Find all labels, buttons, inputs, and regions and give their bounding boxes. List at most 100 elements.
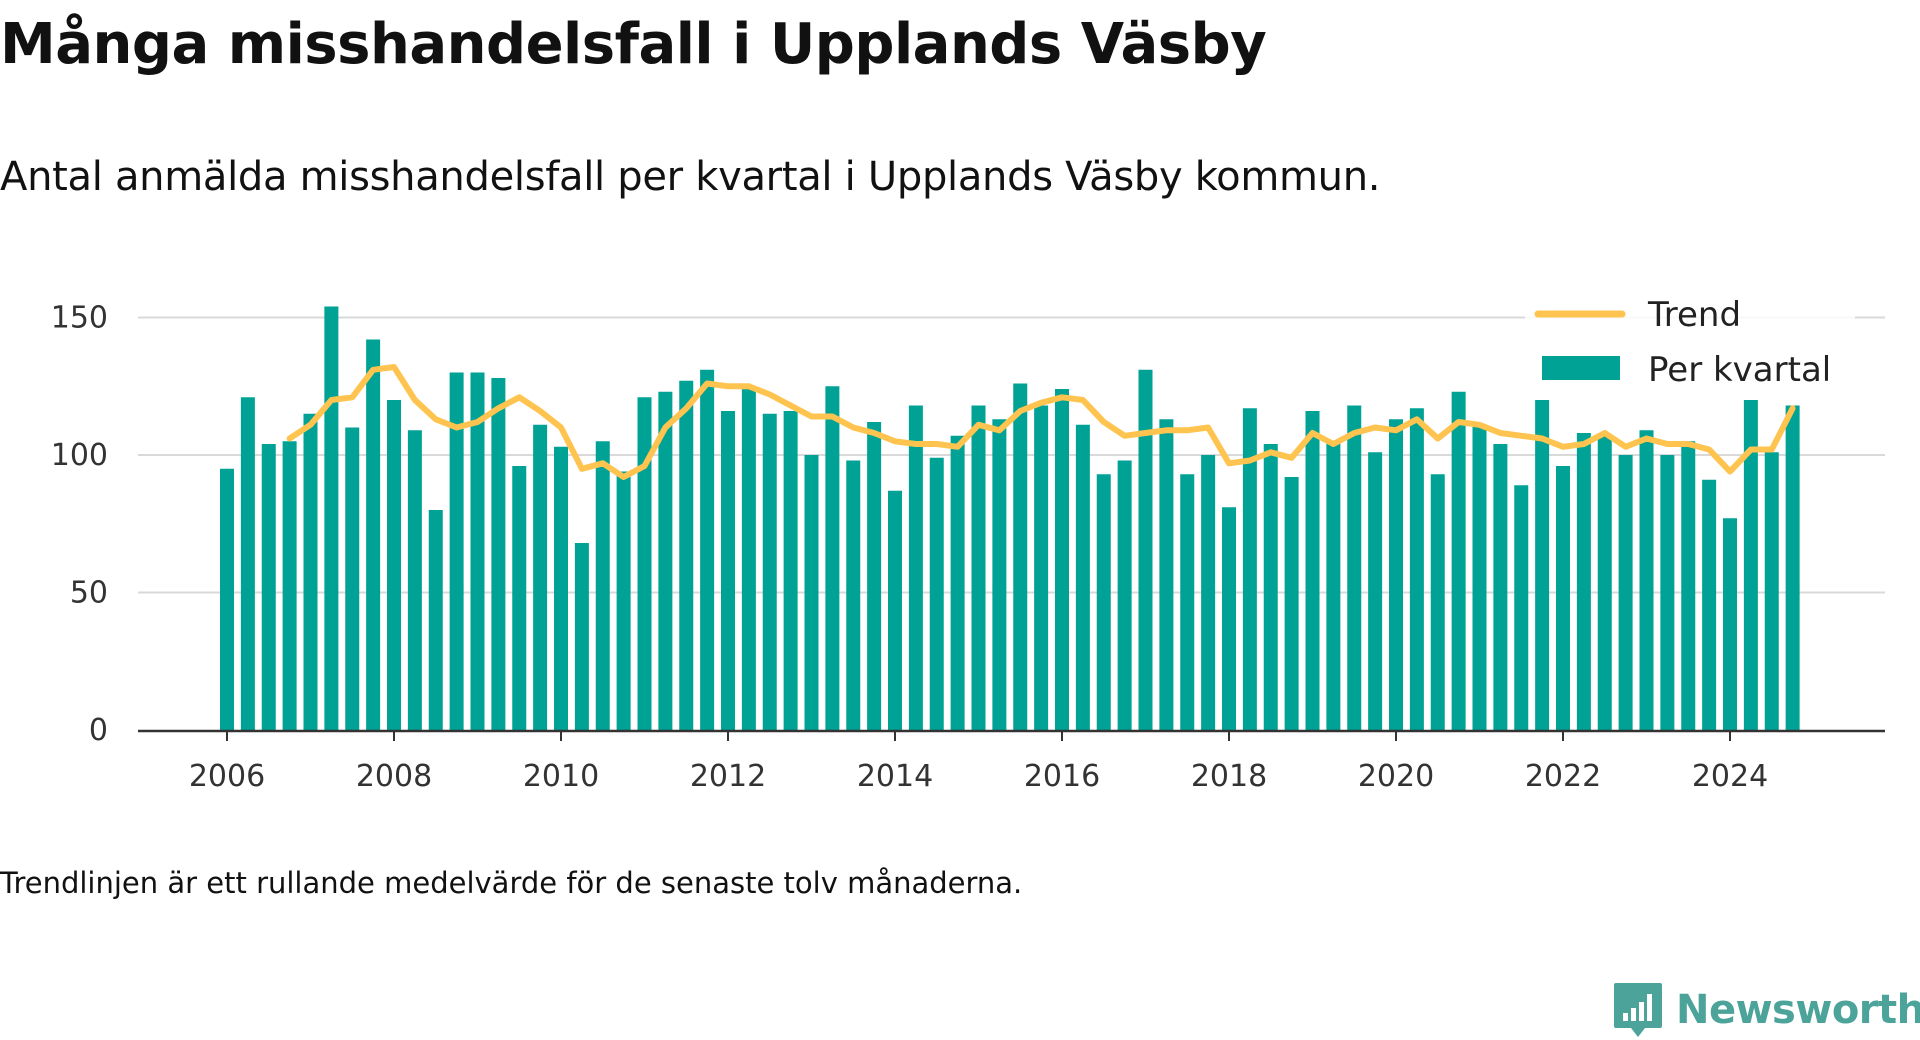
bar-q18 <box>595 441 610 730</box>
footnote: Trendlinjen är ett rullande medelvärde f… <box>0 866 1023 900</box>
bar-q31 <box>867 422 882 730</box>
bar-q30 <box>846 460 861 730</box>
bar-q20 <box>637 397 652 730</box>
bar-q62 <box>1514 485 1529 730</box>
chart-subtitle: Antal anmälda misshandelsfall per kvarta… <box>0 154 1381 200</box>
x-tick-label-2018: 2018 <box>1191 759 1267 794</box>
bar-q12 <box>470 372 485 730</box>
bar-q73 <box>1743 400 1758 730</box>
bar-q75 <box>1785 405 1800 730</box>
bar-q69 <box>1660 455 1675 730</box>
chart-title: Många misshandelsfall i Upplands Väsby <box>0 12 1267 77</box>
bar-q67 <box>1618 455 1633 730</box>
y-tick-label-150: 150 <box>51 301 108 336</box>
legend-background <box>1525 290 1855 400</box>
bar-q54 <box>1347 405 1362 730</box>
bar-q65 <box>1576 433 1591 730</box>
brand-name: Newsworthy <box>1676 987 1920 1033</box>
bar-q22 <box>679 380 694 730</box>
bar-q49 <box>1242 408 1257 730</box>
bar-q0 <box>220 468 234 730</box>
bar-q71 <box>1702 479 1717 730</box>
bar-q57 <box>1409 408 1424 730</box>
bar-q11 <box>449 372 464 730</box>
bar-q70 <box>1681 441 1696 730</box>
bar-q35 <box>950 435 965 730</box>
bar-q5 <box>324 306 339 730</box>
bar-q26 <box>762 413 777 730</box>
bar-q38 <box>1013 383 1028 730</box>
chart: 0 50 100 150 2006 2008 2010 2012 2014 2016 2018 202… <box>51 290 1885 794</box>
x-tick-label-2016: 2016 <box>1024 759 1100 794</box>
bar-q43 <box>1117 460 1132 730</box>
bar-q3 <box>282 441 297 730</box>
bar-q45 <box>1159 419 1174 730</box>
bar-q47 <box>1201 455 1216 730</box>
bar-q6 <box>345 427 360 730</box>
bar-q68 <box>1639 430 1654 730</box>
legend-bar-swatch <box>1542 356 1620 380</box>
bar-q39 <box>1034 405 1049 730</box>
bar-q40 <box>1055 389 1069 730</box>
axis-layer: 0 50 100 150 2006 2008 2010 2012 2014 2016 2018 202… <box>51 301 1885 794</box>
bar-q55 <box>1368 452 1383 730</box>
bar-q4 <box>303 413 318 730</box>
bar-q14 <box>512 466 527 730</box>
bar-q33 <box>908 405 923 730</box>
bar-q53 <box>1326 441 1341 730</box>
trend-layer <box>286 364 1796 480</box>
bar-q32 <box>888 490 902 730</box>
trend-line <box>286 364 1796 480</box>
bar-q9 <box>407 430 422 730</box>
bar-q7 <box>366 339 381 730</box>
bar-q56 <box>1389 419 1403 730</box>
bar-q58 <box>1430 474 1445 730</box>
bar-q25 <box>741 386 756 730</box>
bar-q1 <box>240 397 255 730</box>
bar-q27 <box>783 411 798 730</box>
bar-q36 <box>971 405 986 730</box>
bar-q44 <box>1138 369 1153 730</box>
bar-q19 <box>616 471 631 730</box>
bar-q66 <box>1597 435 1612 730</box>
bar-q24 <box>721 411 735 730</box>
bar-q8 <box>387 400 401 730</box>
bar-q50 <box>1263 444 1278 730</box>
x-tick-label-2024: 2024 <box>1692 759 1768 794</box>
bar-q46 <box>1180 474 1195 730</box>
x-tick-label-2006: 2006 <box>189 759 265 794</box>
bar-q15 <box>533 424 548 730</box>
bar-q61 <box>1493 444 1508 730</box>
bar-q59 <box>1451 391 1466 730</box>
x-tick-label-2014: 2014 <box>857 759 933 794</box>
bar-q13 <box>491 378 506 730</box>
legend: Trend Per kvartal <box>1525 290 1855 400</box>
bar-q34 <box>929 457 944 730</box>
bar-q72 <box>1723 518 1737 730</box>
bar-q10 <box>428 510 443 730</box>
bar-q29 <box>825 386 840 730</box>
bar-q16 <box>554 446 568 730</box>
x-tick-label-2012: 2012 <box>690 759 766 794</box>
bar-q52 <box>1305 411 1320 730</box>
x-tick-label-2022: 2022 <box>1525 759 1601 794</box>
bar-q41 <box>1075 424 1090 730</box>
y-tick-label-100: 100 <box>51 438 108 473</box>
bar-q21 <box>658 391 673 730</box>
legend-label-trend: Trend <box>1647 295 1741 335</box>
x-tick-label-2020: 2020 <box>1358 759 1434 794</box>
bar-q63 <box>1535 400 1550 730</box>
bar-q28 <box>804 455 819 730</box>
brand: Newsworthy <box>1612 980 1920 1040</box>
x-tick-label-2010: 2010 <box>523 759 599 794</box>
bar-layer <box>220 306 1800 730</box>
bar-q17 <box>574 543 589 730</box>
bar-q2 <box>261 444 276 730</box>
bar-q74 <box>1764 452 1779 730</box>
bar-q37 <box>992 419 1007 730</box>
x-tick-label-2008: 2008 <box>356 759 432 794</box>
y-tick-label-0: 0 <box>89 713 108 748</box>
newsworthy-logo-icon <box>1614 983 1662 1037</box>
bar-q23 <box>700 369 715 730</box>
y-tick-label-50: 50 <box>70 576 108 611</box>
